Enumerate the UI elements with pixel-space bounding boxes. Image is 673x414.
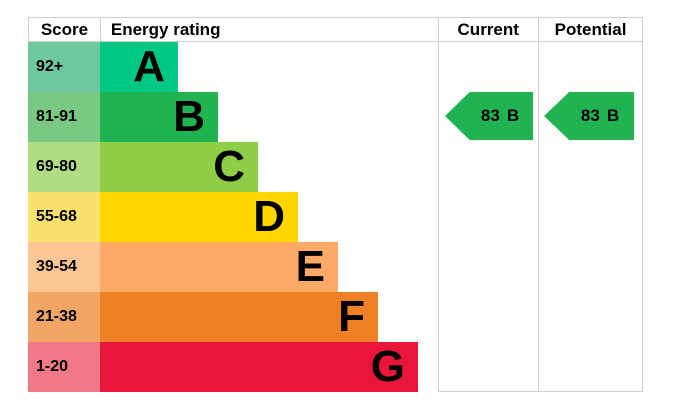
- header-score: Score: [29, 18, 101, 41]
- potential-rating-arrow: 83 B: [544, 92, 634, 140]
- band-score-range: 55-68: [28, 192, 100, 242]
- chart-header: Score Energy rating Current Potential: [28, 17, 643, 42]
- band-bar-c: C: [100, 142, 258, 192]
- band-score-range: 81-91: [28, 92, 100, 142]
- band-bar-e: E: [100, 242, 338, 292]
- band-row-b: 81-91 B: [28, 92, 418, 142]
- band-score-range: 1-20: [28, 342, 100, 392]
- potential-rating-value: 83: [580, 106, 600, 125]
- band-letter-d: D: [253, 192, 285, 241]
- current-rating-label: 83 B: [481, 106, 519, 126]
- band-row-f: 21-38 F: [28, 292, 418, 342]
- band-letter-f: F: [338, 292, 365, 341]
- band-score-range: 92+: [28, 42, 100, 92]
- gridline-potential-left: [538, 17, 539, 392]
- band-letter-a: A: [133, 42, 165, 91]
- gridline-bottom: [438, 391, 643, 392]
- header-current: Current: [457, 19, 519, 39]
- band-bar-b: B: [100, 92, 218, 142]
- gridline-right-edge: [642, 17, 643, 392]
- band-letter-e: E: [295, 242, 325, 291]
- band-score-range: 39-54: [28, 242, 100, 292]
- gridline-current-left: [438, 17, 439, 392]
- band-row-e: 39-54 E: [28, 242, 418, 292]
- band-row-d: 55-68 D: [28, 192, 418, 242]
- band-row-a: 92+ A: [28, 42, 418, 92]
- header-energy-rating: Energy rating: [110, 19, 221, 39]
- band-row-g: 1-20 G: [28, 342, 418, 392]
- current-rating-band: B: [506, 106, 520, 125]
- band-score-range: 69-80: [28, 142, 100, 192]
- current-rating-value: 83: [480, 106, 500, 125]
- band-letter-g: G: [370, 342, 405, 391]
- band-row-c: 69-80 C: [28, 142, 418, 192]
- current-rating-arrow: 83 B: [445, 92, 533, 140]
- potential-rating-label: 83 B: [581, 106, 619, 126]
- header-potential: Potential: [554, 19, 627, 39]
- band-bar-d: D: [100, 192, 298, 242]
- band-bar-f: F: [100, 292, 378, 342]
- potential-rating-band: B: [606, 106, 620, 125]
- band-bar-g: G: [100, 342, 418, 392]
- band-bar-a: A: [100, 42, 178, 92]
- band-letter-b: B: [173, 92, 205, 141]
- energy-bands: 92+ A 81-91 B 69-80 C 55-68 D 39-54: [28, 42, 418, 392]
- band-score-range: 21-38: [28, 292, 100, 342]
- band-letter-c: C: [213, 142, 245, 191]
